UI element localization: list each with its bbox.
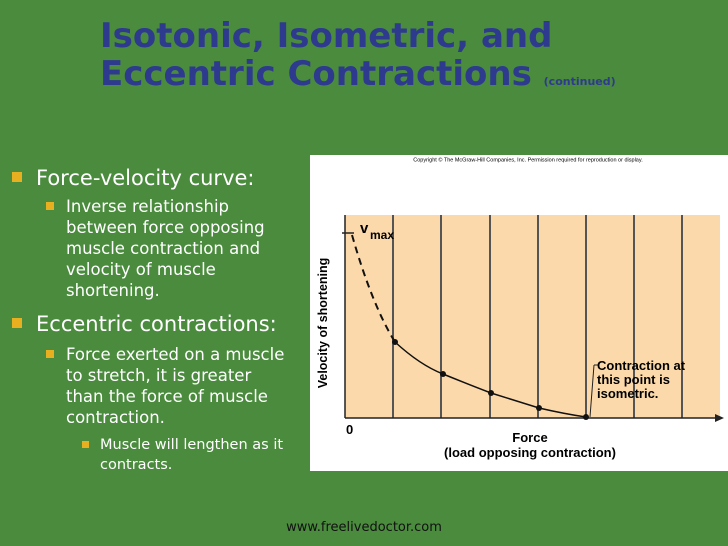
point [488, 390, 494, 396]
title-note: (continued) [543, 75, 616, 88]
grid [392, 215, 683, 418]
figure: Copyright © The McGraw-Hill Companies, I… [310, 155, 728, 471]
point [583, 414, 589, 420]
points [392, 339, 589, 420]
point [392, 339, 398, 345]
title-text: Eccentric Contractions [100, 54, 532, 94]
plot-area [345, 215, 720, 418]
axis-arrow [715, 414, 724, 422]
vmax-sub: max [370, 228, 394, 242]
y-label: Velocity of shortening [316, 258, 330, 389]
point [440, 371, 446, 377]
bullet: Force-velocity curve: [12, 166, 286, 190]
point [536, 405, 542, 411]
annotation: Contraction at [597, 358, 686, 373]
copyright: Copyright © The McGraw-Hill Companies, I… [413, 156, 643, 163]
curve-dashed [351, 234, 396, 343]
title: Isotonic, Isometric, and [100, 16, 553, 56]
title: Eccentric Contractions (continued) [100, 56, 616, 100]
annotation: this point is [597, 372, 670, 387]
vmax-v: v [360, 220, 369, 237]
origin-label: 0 [346, 422, 353, 437]
annotation-leader [589, 364, 595, 418]
x-label: Force [512, 430, 547, 445]
sub-bullet: Force exerted on a muscle to stretch, it… [46, 344, 288, 428]
footer: www.freelivedoctor.com [286, 520, 442, 535]
bullet: Eccentric contractions: [12, 312, 286, 336]
annotation: isometric. [597, 386, 658, 401]
sub-bullet: Inverse relationship between force oppos… [46, 196, 288, 301]
x-label: (load opposing contraction) [444, 445, 616, 460]
sub-sub-bullet: Muscle will lengthen as it contracts. [82, 435, 290, 475]
